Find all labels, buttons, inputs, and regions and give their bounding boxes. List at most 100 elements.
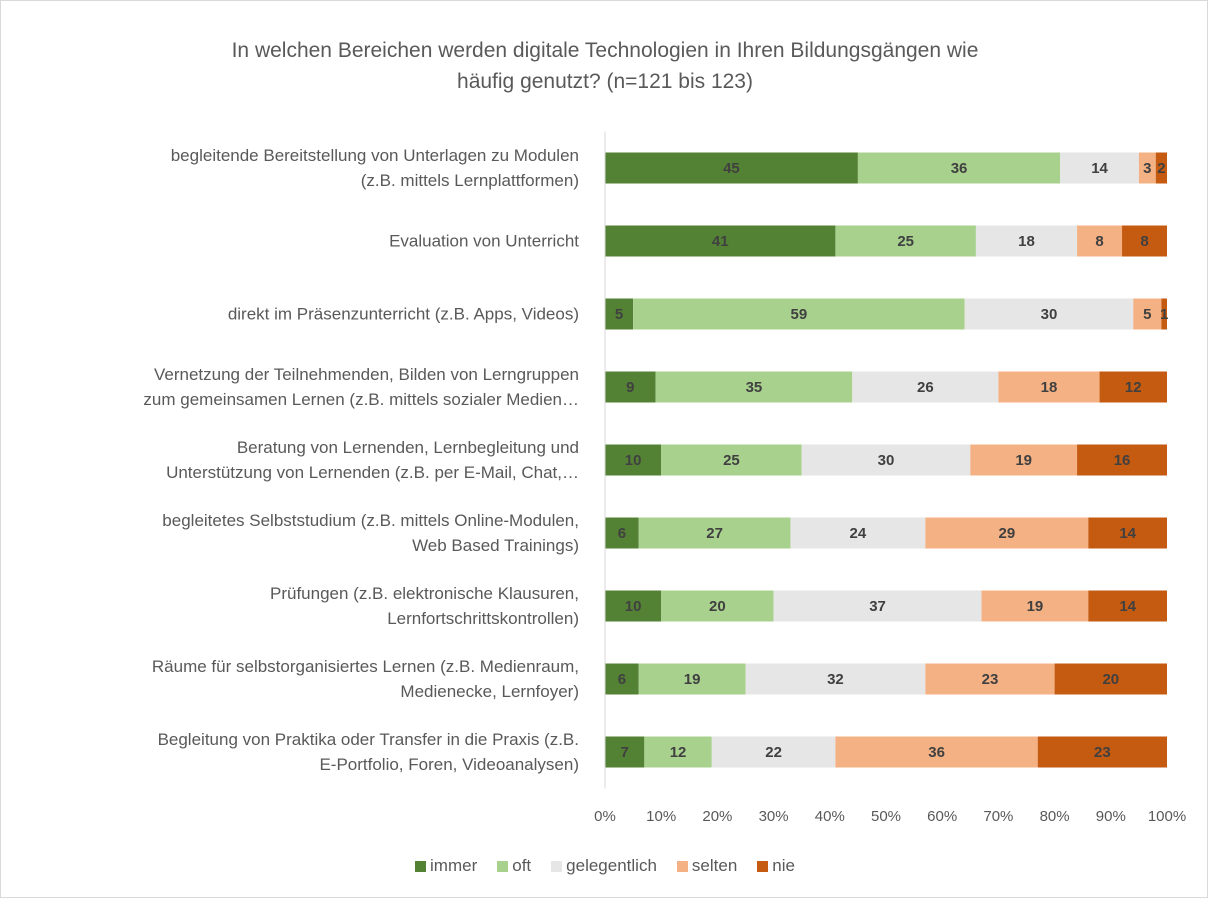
bar-segment xyxy=(975,225,1078,257)
bar-segment xyxy=(1037,736,1167,768)
data-label: 23 xyxy=(982,671,999,688)
data-label: 8 xyxy=(1095,233,1103,250)
data-label: 37 xyxy=(869,598,886,615)
x-tick-label: 20% xyxy=(702,808,732,825)
data-label: 25 xyxy=(723,452,740,469)
data-label: 32 xyxy=(827,671,844,688)
data-label: 19 xyxy=(1015,452,1032,469)
bar-segment xyxy=(981,590,1089,622)
data-label: 35 xyxy=(746,379,763,396)
chart-title: In welchen Bereichen werden digitale Tec… xyxy=(231,39,979,93)
data-label: 7 xyxy=(620,744,628,761)
bar-segment xyxy=(605,736,645,768)
legend-item: selten xyxy=(676,856,738,876)
legend-item: immer xyxy=(415,856,477,876)
data-label: 10 xyxy=(625,452,642,469)
bar-segment xyxy=(925,663,1055,695)
legend-label: selten xyxy=(691,856,738,875)
category-label: Evaluation von Unterricht xyxy=(389,231,579,251)
category-label: Prüfungen (z.B. elektronische Klausuren,… xyxy=(269,584,579,628)
bar-segment xyxy=(655,371,853,403)
data-label: 12 xyxy=(670,744,687,761)
bar-segment xyxy=(1099,371,1167,403)
legend-item: oft xyxy=(497,856,531,876)
bar-segment xyxy=(801,444,971,476)
bar-segment xyxy=(661,444,802,476)
data-label: 36 xyxy=(928,744,945,761)
bar-segment xyxy=(964,298,1134,330)
data-label: 5 xyxy=(1143,306,1151,323)
legend-swatch xyxy=(551,860,563,872)
bar-segment xyxy=(925,517,1089,549)
data-label: 22 xyxy=(765,744,782,761)
bar-segment xyxy=(605,225,836,257)
bar-segment xyxy=(661,590,774,622)
bar-segment xyxy=(605,517,639,549)
bar-segment xyxy=(1088,517,1167,549)
data-label: 41 xyxy=(712,233,729,250)
legend-label: oft xyxy=(512,856,532,875)
category-label: Beratung von Lernenden, Lernbegleitung u… xyxy=(166,438,579,482)
data-label: 2 xyxy=(1157,160,1165,177)
bar-segment xyxy=(1077,225,1123,257)
category-label: Räume für selbstorganisiertes Lernen (z.… xyxy=(151,657,579,701)
data-label: 36 xyxy=(951,160,968,177)
bar-segment xyxy=(1133,298,1162,330)
bar-segment xyxy=(638,663,746,695)
x-tick-label: 60% xyxy=(927,808,957,825)
bar-segment xyxy=(857,152,1061,184)
bar-segment xyxy=(773,590,982,622)
data-label: 30 xyxy=(878,452,895,469)
x-tick-label: 50% xyxy=(871,808,901,825)
bar-segment xyxy=(638,517,791,549)
data-label: 1 xyxy=(1160,306,1168,323)
data-label: 45 xyxy=(723,160,740,177)
x-tick-label: 30% xyxy=(759,808,789,825)
data-label: 24 xyxy=(850,525,867,542)
category-label: begleitetes Selbststudium (z.B. mittels … xyxy=(162,511,579,555)
bar-segment xyxy=(605,152,858,184)
bar-segment xyxy=(970,444,1078,476)
bar-segment xyxy=(644,736,712,768)
bar-segment xyxy=(1077,444,1167,476)
data-label: 14 xyxy=(1091,160,1108,177)
x-tick-label: 100% xyxy=(1148,808,1186,825)
data-label: 18 xyxy=(1018,233,1035,250)
data-label: 9 xyxy=(626,379,634,396)
bar-segment xyxy=(605,371,656,403)
x-tick-label: 90% xyxy=(1096,808,1126,825)
bar-segment xyxy=(1060,152,1139,184)
legend-swatch xyxy=(497,860,509,872)
bar-segment xyxy=(1138,152,1156,184)
data-label: 30 xyxy=(1041,306,1058,323)
bar-segment xyxy=(605,444,662,476)
data-label: 19 xyxy=(1027,598,1044,615)
bar-segment xyxy=(835,225,976,257)
data-label: 6 xyxy=(618,671,626,688)
data-label: 29 xyxy=(998,525,1015,542)
legend-swatch xyxy=(415,860,427,872)
bar-segment xyxy=(835,736,1038,768)
data-label: 14 xyxy=(1119,598,1136,615)
data-label: 25 xyxy=(897,233,914,250)
bar-segment xyxy=(1161,298,1167,330)
data-label: 12 xyxy=(1125,379,1142,396)
data-label: 20 xyxy=(1102,671,1119,688)
bar-segment xyxy=(998,371,1100,403)
category-label: begleitende Bereitstellung von Unterlage… xyxy=(170,146,579,190)
legend-swatch xyxy=(676,860,688,872)
x-tick-label: 40% xyxy=(815,808,845,825)
bar-segment xyxy=(1054,663,1167,695)
legend-item: gelegentlich xyxy=(551,856,657,876)
legend-swatch xyxy=(757,860,769,872)
data-label: 16 xyxy=(1114,452,1131,469)
bar-segment xyxy=(633,298,965,330)
data-label: 26 xyxy=(917,379,934,396)
legend-label: nie xyxy=(772,856,795,875)
data-label: 8 xyxy=(1140,233,1148,250)
legend: immer oft gelegentlich selten nie xyxy=(1,856,1207,876)
data-label: 6 xyxy=(618,525,626,542)
x-tick-label: 10% xyxy=(646,808,676,825)
